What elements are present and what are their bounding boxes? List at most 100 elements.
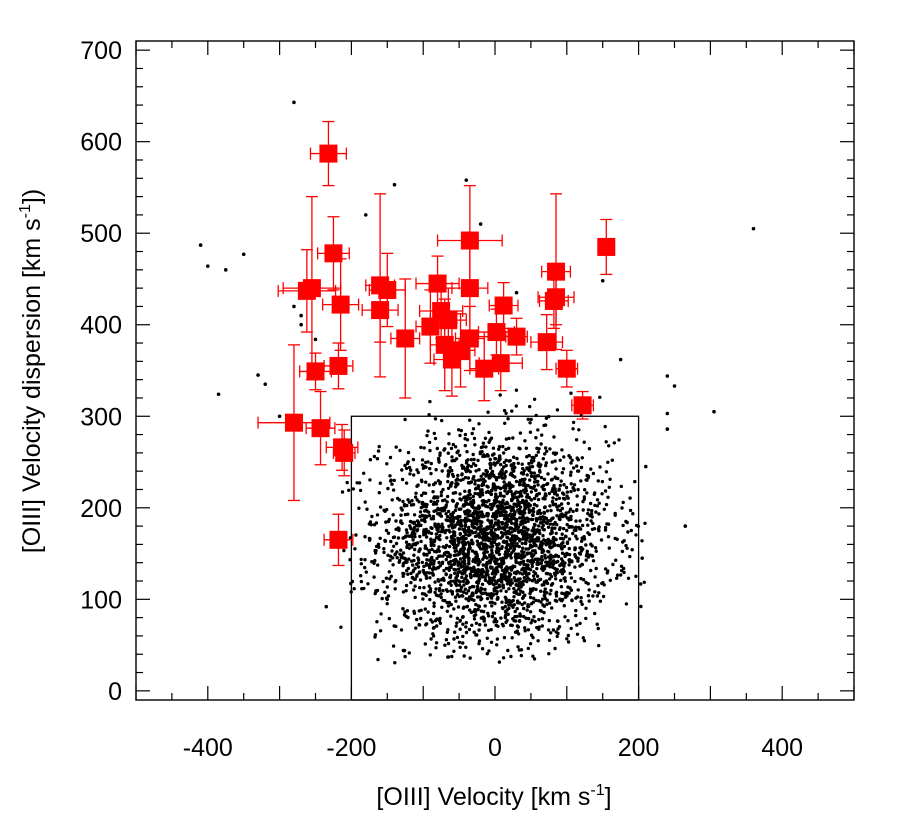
data-point <box>460 594 464 598</box>
data-point <box>499 579 503 583</box>
data-point <box>451 491 455 495</box>
data-point <box>461 545 465 549</box>
data-point <box>504 596 508 601</box>
data-point <box>509 623 513 627</box>
data-point <box>643 521 647 525</box>
data-point <box>456 473 460 478</box>
data-point <box>401 551 406 555</box>
data-point <box>470 501 474 505</box>
data-point <box>395 550 399 554</box>
data-point <box>582 639 587 643</box>
data-point <box>487 576 491 580</box>
data-point <box>634 533 638 537</box>
data-point <box>384 520 388 524</box>
data-point <box>400 468 404 472</box>
data-point <box>436 495 440 499</box>
data-point <box>540 624 544 628</box>
data-point <box>532 502 537 507</box>
data-point <box>540 555 544 559</box>
data-point <box>353 547 357 551</box>
data-point <box>429 637 433 641</box>
data-point <box>488 466 493 470</box>
data-point <box>460 466 465 470</box>
data-point <box>501 585 505 589</box>
data-point <box>529 490 534 494</box>
data-point <box>626 576 631 580</box>
data-point <box>493 601 497 606</box>
data-point <box>521 546 525 550</box>
data-point <box>460 560 465 564</box>
data-point <box>431 611 436 616</box>
data-point <box>495 643 499 647</box>
y-tick-label: 500 <box>80 220 122 248</box>
data-point <box>481 563 485 567</box>
data-point <box>569 626 573 631</box>
data-point <box>464 461 469 465</box>
data-point <box>434 587 438 591</box>
data-point <box>414 491 418 495</box>
data-point <box>434 567 438 571</box>
data-point <box>363 500 367 504</box>
data-point <box>475 510 479 514</box>
data-point <box>543 553 547 557</box>
data-point <box>563 615 567 619</box>
data-point <box>368 458 373 462</box>
data-point <box>561 467 566 471</box>
data-point <box>446 451 450 455</box>
data-point <box>432 604 436 608</box>
data-point <box>452 649 456 653</box>
data-point <box>464 621 468 625</box>
data-point <box>555 408 560 412</box>
data-point <box>486 518 490 522</box>
data-point <box>527 510 531 515</box>
highlight-marker <box>306 362 325 381</box>
data-point <box>593 546 598 550</box>
data-point <box>456 514 460 519</box>
data-point <box>485 596 490 601</box>
data-point <box>406 572 410 576</box>
data-point <box>424 623 428 627</box>
data-point <box>467 627 472 632</box>
data-point <box>486 611 490 615</box>
data-point <box>555 567 559 572</box>
data-point <box>515 456 519 461</box>
data-point <box>409 527 413 531</box>
data-point <box>593 575 597 579</box>
data-point <box>471 498 476 502</box>
data-point <box>442 448 446 452</box>
data-point <box>409 580 413 585</box>
data-point <box>456 543 460 547</box>
data-point <box>485 512 489 516</box>
data-point <box>466 514 470 518</box>
highlight-marker <box>491 354 510 373</box>
data-point <box>525 573 529 578</box>
data-point <box>458 645 462 649</box>
data-point <box>579 599 583 604</box>
data-point <box>553 459 557 463</box>
data-point <box>485 569 489 573</box>
data-point <box>494 623 498 627</box>
data-point <box>497 552 502 557</box>
data-point <box>589 467 593 471</box>
data-point <box>554 497 558 501</box>
data-point <box>489 531 493 535</box>
data-point <box>394 541 399 546</box>
data-point <box>433 580 437 584</box>
data-point <box>523 484 527 488</box>
data-point <box>528 478 532 482</box>
data-point <box>352 587 356 591</box>
data-point <box>475 587 480 592</box>
data-point <box>404 614 408 619</box>
data-point <box>495 637 500 641</box>
data-point <box>568 571 572 576</box>
data-point <box>564 485 569 490</box>
data-point <box>593 611 597 616</box>
data-point <box>465 579 470 583</box>
data-point <box>581 499 585 504</box>
data-point <box>621 523 625 528</box>
data-point <box>569 461 573 465</box>
data-point <box>502 460 507 465</box>
data-point <box>347 488 351 492</box>
data-point <box>518 447 522 451</box>
data-point <box>598 599 603 603</box>
